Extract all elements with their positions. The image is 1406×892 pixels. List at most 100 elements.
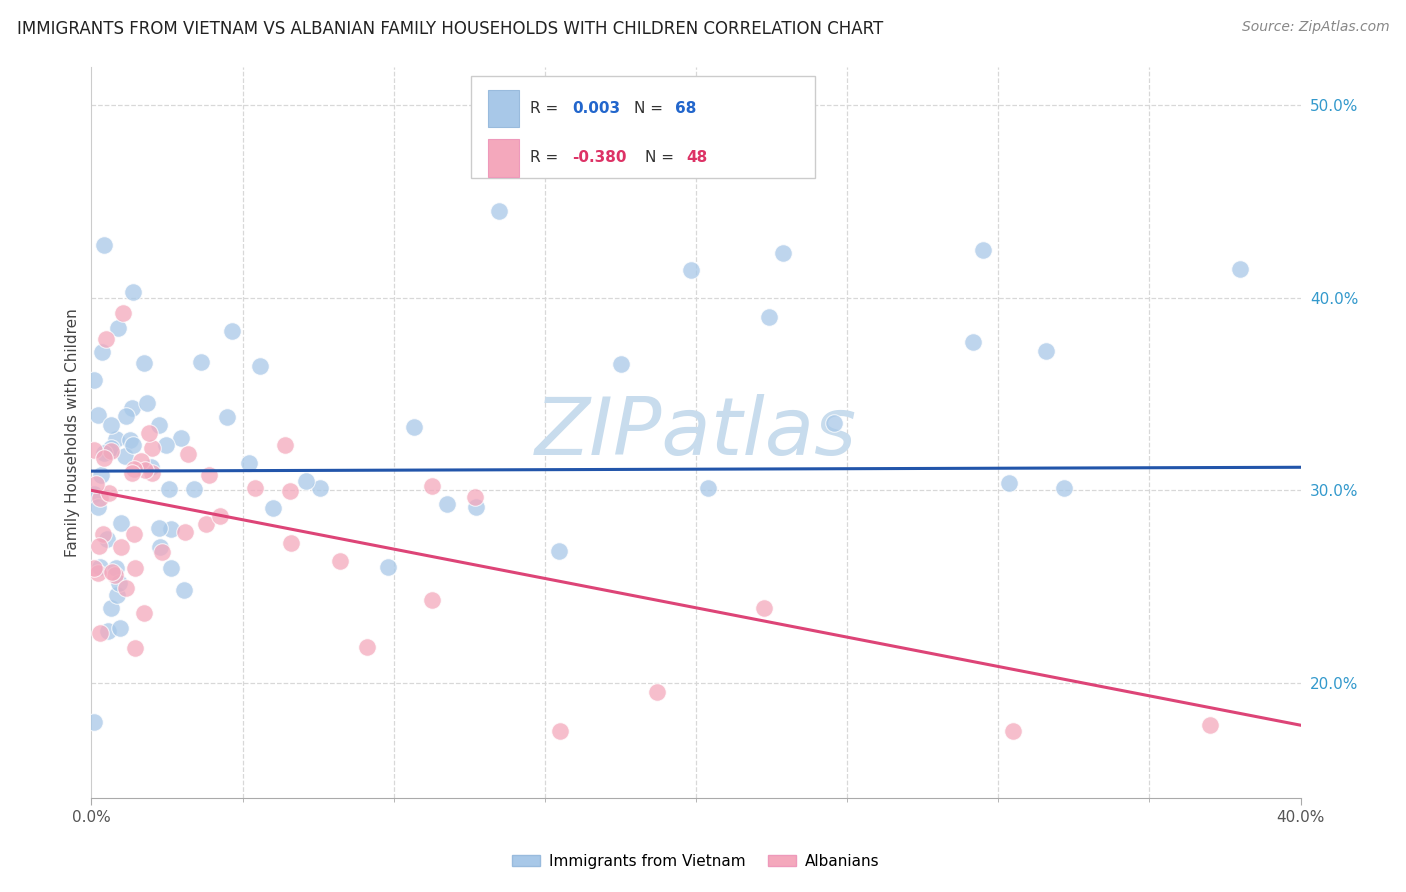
Point xyxy=(488,204,510,219)
Point xyxy=(136,396,159,410)
Point xyxy=(309,481,332,495)
Text: R =: R = xyxy=(530,151,564,165)
Point xyxy=(155,437,177,451)
Point xyxy=(122,527,145,541)
Point xyxy=(110,540,132,554)
Point xyxy=(105,561,128,575)
Point xyxy=(1035,344,1057,359)
Point xyxy=(129,454,152,468)
Text: N =: N = xyxy=(634,101,668,116)
Point xyxy=(420,592,443,607)
Point xyxy=(105,588,128,602)
Point xyxy=(170,431,193,445)
Point xyxy=(96,532,118,546)
Point xyxy=(124,641,146,656)
Point xyxy=(249,359,271,374)
Text: 0.003: 0.003 xyxy=(572,101,620,116)
Point xyxy=(697,481,720,495)
Point xyxy=(1198,718,1220,732)
Point xyxy=(238,457,260,471)
Point xyxy=(141,442,163,456)
Point xyxy=(177,448,200,462)
Point xyxy=(89,626,111,640)
Point xyxy=(679,263,702,277)
Point xyxy=(83,560,105,574)
Point xyxy=(121,466,143,480)
Point xyxy=(120,433,142,447)
Point xyxy=(100,443,122,458)
Point xyxy=(134,607,156,621)
Point xyxy=(108,621,131,635)
Point xyxy=(93,450,115,465)
Y-axis label: Family Households with Children: Family Households with Children xyxy=(65,309,80,557)
Point xyxy=(110,516,132,530)
Text: N =: N = xyxy=(645,151,679,165)
Point xyxy=(548,723,571,738)
Point xyxy=(1229,262,1251,277)
Point xyxy=(262,501,284,516)
Text: -0.380: -0.380 xyxy=(572,151,627,165)
Point xyxy=(138,425,160,440)
Point xyxy=(159,561,181,575)
Point xyxy=(124,561,146,575)
Point xyxy=(141,467,163,481)
Point xyxy=(104,567,127,582)
Text: Source: ZipAtlas.com: Source: ZipAtlas.com xyxy=(1241,20,1389,34)
Point xyxy=(96,332,118,346)
Text: 68: 68 xyxy=(675,101,696,116)
Point xyxy=(134,463,156,477)
Point xyxy=(86,408,108,422)
Point xyxy=(173,525,195,540)
Point xyxy=(97,624,120,639)
Point xyxy=(115,409,138,423)
Point xyxy=(217,409,239,424)
Point xyxy=(139,459,162,474)
Point xyxy=(90,467,112,482)
Point xyxy=(97,443,120,458)
Point xyxy=(107,321,129,335)
Point xyxy=(465,500,488,514)
Point xyxy=(89,560,111,574)
Point xyxy=(83,487,105,501)
Point xyxy=(752,600,775,615)
Point xyxy=(152,544,174,558)
Point xyxy=(823,417,845,431)
Point xyxy=(998,476,1021,491)
Point xyxy=(173,582,195,597)
Point xyxy=(121,401,143,416)
Point xyxy=(122,462,145,476)
Point xyxy=(122,438,145,452)
Point xyxy=(83,714,105,729)
Point xyxy=(93,238,115,252)
Point xyxy=(645,685,668,699)
Point xyxy=(420,479,443,493)
Point xyxy=(114,449,136,463)
Point xyxy=(464,490,486,504)
Point xyxy=(157,482,180,496)
Point xyxy=(758,310,780,324)
Point xyxy=(295,474,318,488)
Text: ZIP​atlas: ZIP​atlas xyxy=(534,393,858,472)
Point xyxy=(160,523,183,537)
Point xyxy=(148,418,170,433)
Point xyxy=(112,306,135,320)
Point xyxy=(148,521,170,535)
Point xyxy=(402,419,425,434)
Point xyxy=(100,417,122,432)
Point xyxy=(100,565,122,579)
Point xyxy=(134,356,156,370)
Point xyxy=(98,486,121,500)
Point xyxy=(610,358,633,372)
Point xyxy=(87,500,110,514)
Point xyxy=(208,508,231,523)
Point xyxy=(273,438,295,452)
Point xyxy=(972,243,994,257)
Point xyxy=(377,559,399,574)
Point xyxy=(122,285,145,300)
Point xyxy=(221,325,243,339)
Point xyxy=(1053,482,1076,496)
Point xyxy=(84,477,107,491)
Point xyxy=(190,355,212,369)
Point xyxy=(83,372,105,386)
Point xyxy=(243,481,266,495)
